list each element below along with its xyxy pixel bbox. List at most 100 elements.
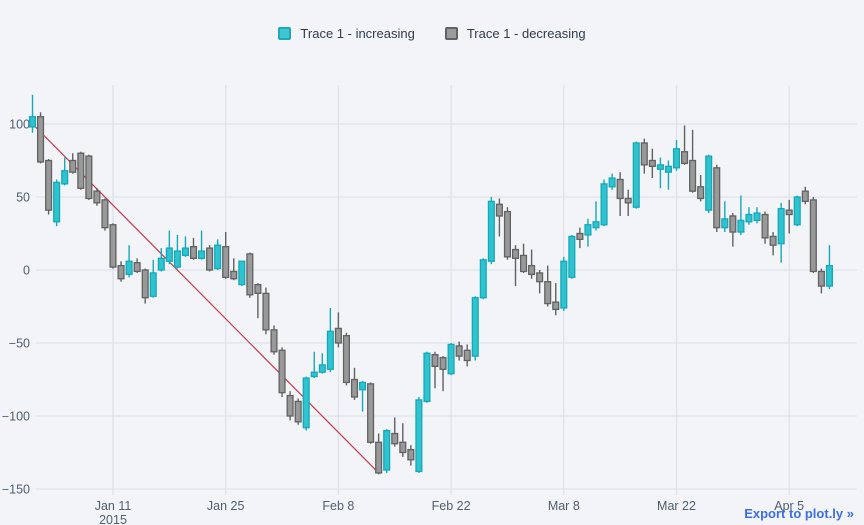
candle-body-increasing xyxy=(592,221,600,229)
candle-body-decreasing xyxy=(230,270,238,280)
candle-body-decreasing xyxy=(689,159,697,192)
candle-body-decreasing xyxy=(817,270,825,287)
candle-body-increasing xyxy=(656,164,664,170)
candle-body-increasing xyxy=(318,364,326,373)
candle-body-increasing xyxy=(487,200,495,262)
x-tick-year-label: 2015 xyxy=(99,513,127,525)
candle-body-increasing xyxy=(53,181,61,223)
candle-body-increasing xyxy=(157,257,165,271)
candle-body-decreasing xyxy=(391,432,399,445)
y-tick-label: 50 xyxy=(16,191,30,205)
candle-body-increasing xyxy=(560,260,568,309)
candle-body-increasing xyxy=(181,247,190,257)
x-tick-label: Jan 11 xyxy=(95,499,132,513)
candle-body-decreasing xyxy=(77,152,85,189)
candle-body-increasing xyxy=(584,224,592,236)
candle-body-increasing xyxy=(197,250,206,259)
candle-body-increasing xyxy=(149,272,157,297)
candle-body-decreasing xyxy=(511,248,520,259)
x-tick-label: Jan 25 xyxy=(207,499,245,513)
legend: Trace 1 - increasing Trace 1 - decreasin… xyxy=(0,26,864,41)
candle-body-decreasing xyxy=(552,301,560,311)
candle-body-decreasing xyxy=(189,245,198,259)
candle-body-decreasing xyxy=(407,448,415,461)
candle-body-decreasing xyxy=(520,254,528,273)
candle-body-increasing xyxy=(415,399,423,473)
decreasing-swatch-icon xyxy=(444,27,458,40)
candle-body-increasing xyxy=(28,116,37,128)
candle-body-increasing xyxy=(745,213,753,223)
candle-body-decreasing xyxy=(350,378,359,398)
x-tick-label: Feb 8 xyxy=(322,499,354,513)
candle-body-increasing xyxy=(737,219,745,233)
candle-body-decreasing xyxy=(375,441,383,474)
candle-body-increasing xyxy=(793,196,801,226)
candle-body-increasing xyxy=(568,235,576,278)
candle-body-increasing xyxy=(777,208,785,245)
candle-body-decreasing xyxy=(495,203,503,217)
candle-body-increasing xyxy=(672,148,681,169)
candle-body-decreasing xyxy=(101,199,109,229)
increasing-swatch-icon xyxy=(278,27,292,40)
candle-body-increasing xyxy=(61,170,69,185)
candle-body-decreasing xyxy=(85,155,93,200)
candle-body-decreasing xyxy=(536,272,544,283)
candle-body-decreasing xyxy=(93,190,101,204)
candle-body-decreasing xyxy=(809,199,817,273)
candle-body-increasing xyxy=(825,264,833,287)
candle-body-decreasing xyxy=(254,283,262,295)
y-tick-label: 100 xyxy=(9,118,30,132)
candle-body-increasing xyxy=(214,244,222,270)
candle-body-decreasing xyxy=(367,383,375,443)
candle-body-decreasing xyxy=(439,356,447,370)
candle-body-decreasing xyxy=(37,116,45,163)
candle-body-decreasing xyxy=(69,159,77,173)
legend-item-decreasing[interactable]: Trace 1 - decreasing xyxy=(444,26,586,41)
candle-body-decreasing xyxy=(109,224,117,268)
candle-body-decreasing xyxy=(648,159,656,167)
candle-body-decreasing xyxy=(133,262,141,273)
candle-body-decreasing xyxy=(270,329,278,353)
candle-body-decreasing xyxy=(294,400,302,423)
candle-body-increasing xyxy=(664,165,672,173)
candle-body-decreasing xyxy=(262,292,270,331)
candle-body-decreasing xyxy=(640,142,648,166)
candle-body-decreasing xyxy=(697,186,705,200)
candle-body-decreasing xyxy=(334,327,342,344)
candle-body-increasing xyxy=(608,177,616,188)
candle-body-increasing xyxy=(479,259,487,299)
candle-body-increasing xyxy=(173,250,181,268)
y-tick-label: −150 xyxy=(2,483,30,497)
candle-body-decreasing xyxy=(713,167,721,229)
candle-body-decreasing xyxy=(528,264,536,276)
candle-body-increasing xyxy=(632,142,640,208)
x-tick-label: Apr 5 xyxy=(774,499,804,513)
legend-item-increasing[interactable]: Trace 1 - increasing xyxy=(278,26,415,41)
candle-body-decreasing xyxy=(624,197,632,204)
candle-body-increasing xyxy=(125,260,133,276)
x-tick-label: Mar 22 xyxy=(657,499,696,513)
candle-body-increasing xyxy=(326,330,334,370)
candle-body-increasing xyxy=(447,343,455,375)
trend-line xyxy=(32,123,380,474)
candle-body-increasing xyxy=(383,429,391,471)
candle-body-decreasing xyxy=(801,190,809,203)
y-tick-label: −50 xyxy=(9,337,30,351)
candle-body-decreasing xyxy=(576,232,584,240)
export-to-plotly-link[interactable]: Export to plot.ly » xyxy=(744,506,854,521)
candle-body-decreasing xyxy=(399,441,407,454)
candle-body-increasing xyxy=(753,212,761,222)
candle-body-increasing xyxy=(302,377,310,429)
candle-body-decreasing xyxy=(246,253,254,296)
candle-body-decreasing xyxy=(681,151,689,165)
y-tick-label: −100 xyxy=(2,410,30,424)
candle-body-increasing xyxy=(600,183,608,226)
candle-body-decreasing xyxy=(729,215,737,233)
candle-body-increasing xyxy=(471,297,479,357)
candle-body-decreasing xyxy=(616,178,624,200)
candle-body-decreasing xyxy=(222,245,230,278)
candle-body-decreasing xyxy=(141,269,149,299)
candle-body-decreasing xyxy=(278,349,286,394)
